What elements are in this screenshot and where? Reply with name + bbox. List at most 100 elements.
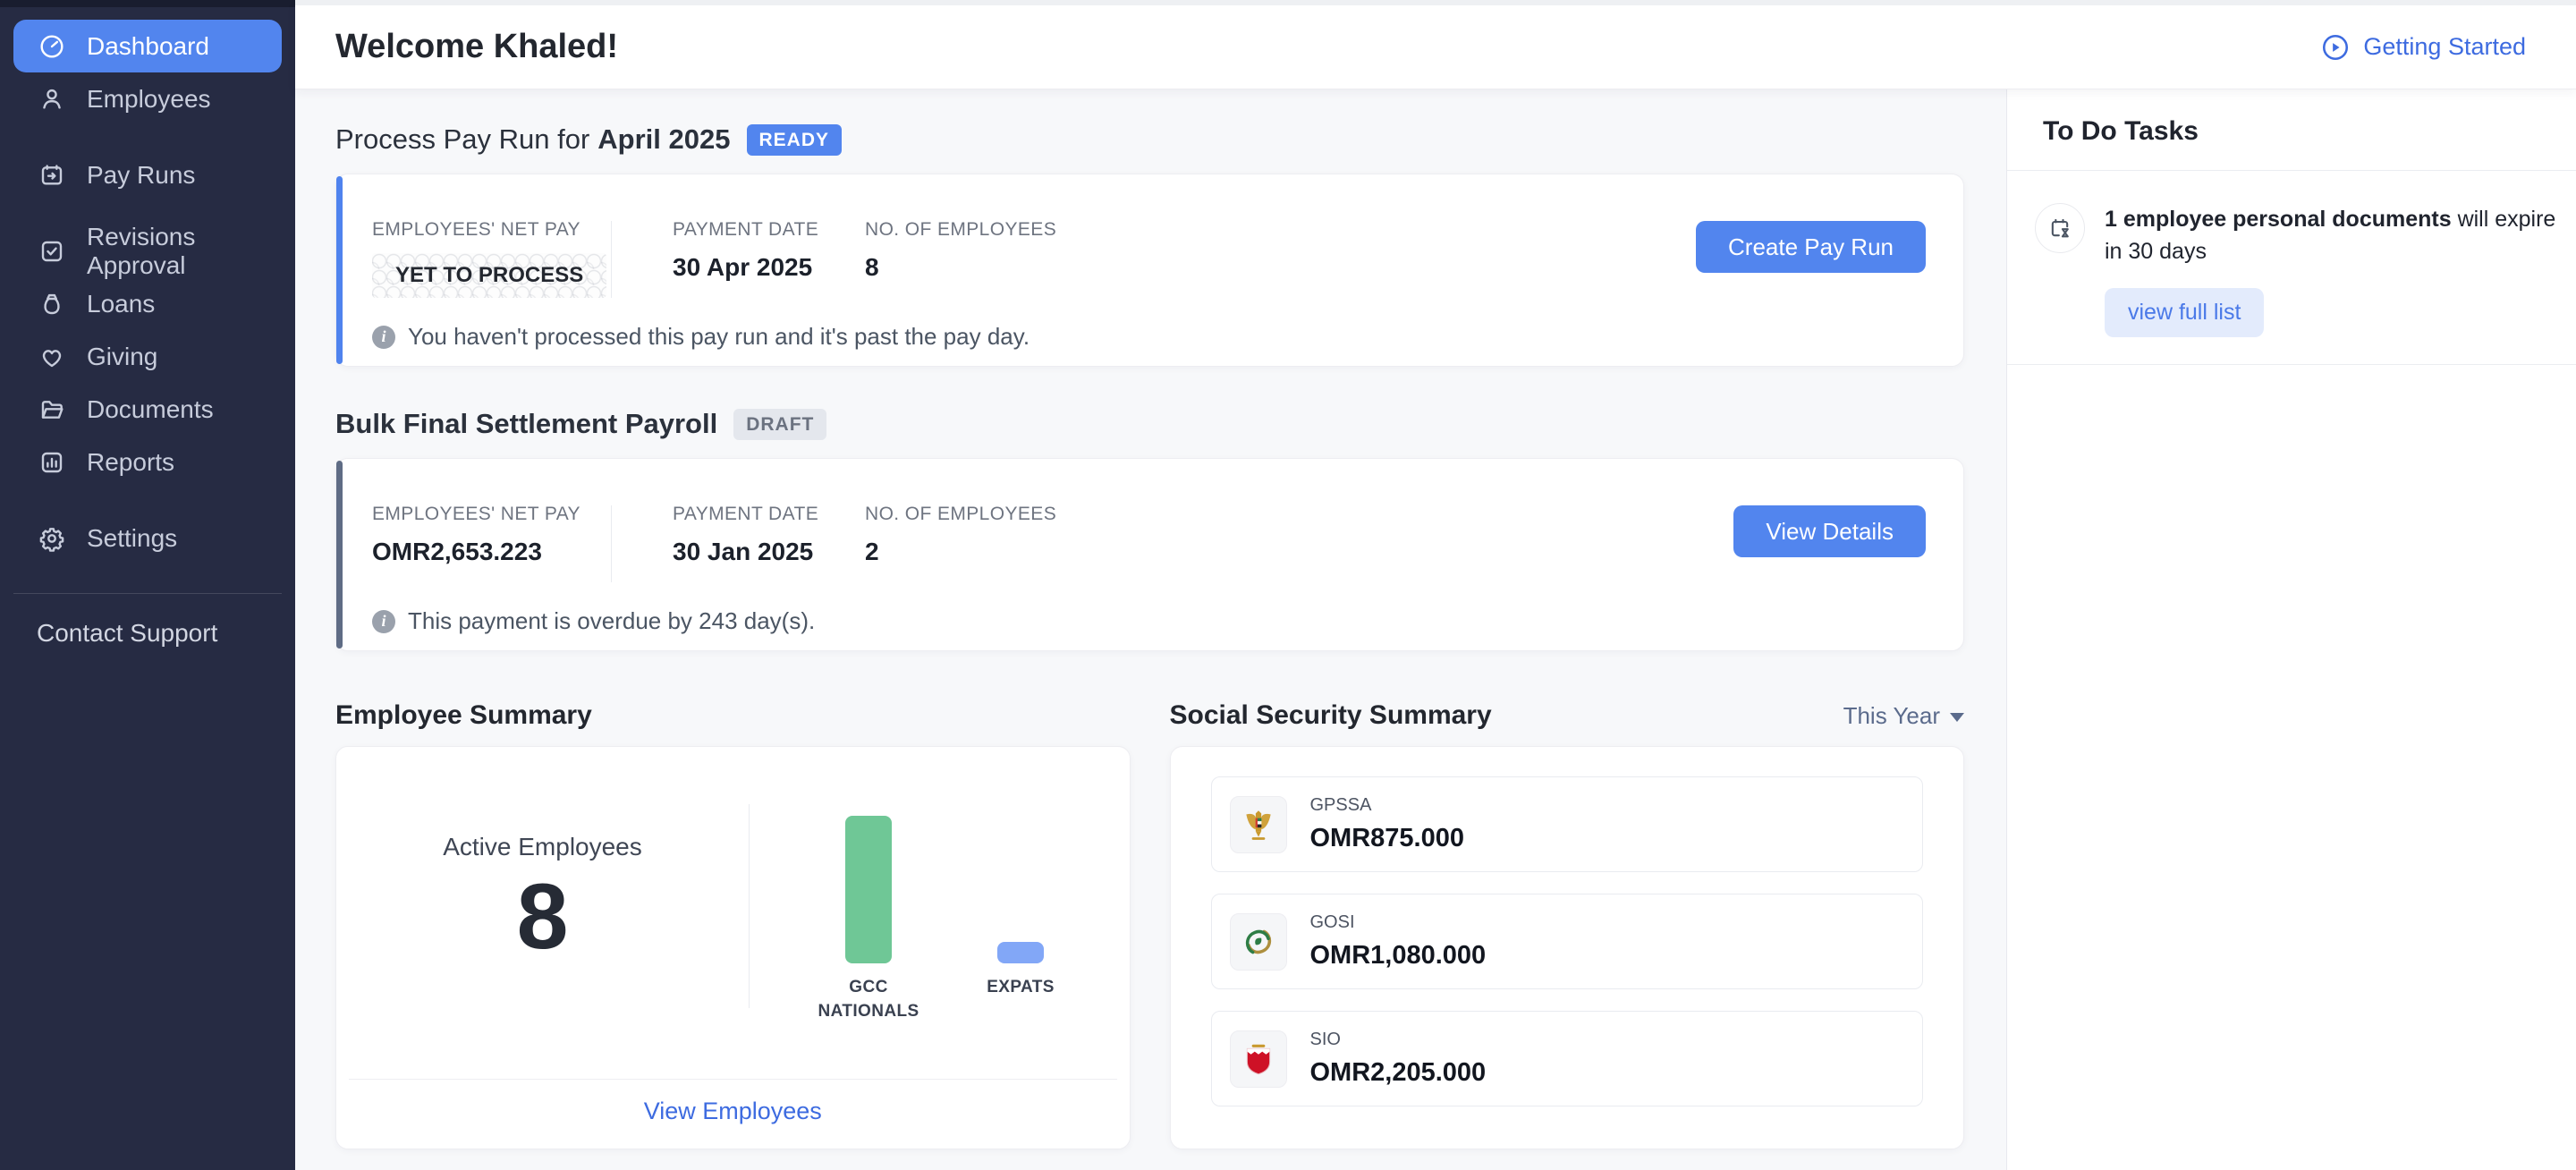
getting-started-label: Getting Started xyxy=(2363,33,2526,60)
todo-task-item: 1 employee personal documents will expir… xyxy=(2007,171,2576,365)
active-employees-label: Active Employees xyxy=(443,833,642,861)
sio-row[interactable]: SIO OMR2,205.000 xyxy=(1210,1011,1923,1106)
payment-date-value: 30 Jan 2025 xyxy=(673,538,814,565)
dashboard-gauge-icon xyxy=(37,31,67,62)
summary-row: Employee Summary Active Employees 8 GCC … xyxy=(335,698,1964,1149)
todo-task-rest: will expire in 30 days xyxy=(2105,207,2556,265)
pay-run-info-text: You haven't processed this pay run and i… xyxy=(408,323,1030,350)
sidebar-item-revisions-approval[interactable]: Revisions Approval xyxy=(13,222,282,279)
sidebar-item-pay-runs[interactable]: Pay Runs xyxy=(13,148,282,201)
settlement-columns: EMPLOYEES' NET PAY OMR2,653.223 PAYMENT … xyxy=(336,459,1963,582)
employee-count-column: NO. OF EMPLOYEES 2 xyxy=(865,504,1056,566)
sidebar-item-giving[interactable]: Giving xyxy=(13,330,282,383)
sidebar-item-reports[interactable]: Reports xyxy=(13,436,282,488)
payment-date-label: PAYMENT DATE xyxy=(673,504,819,524)
giving-heart-icon xyxy=(37,342,67,372)
employee-bar-chart: GCC NATIONALS EXPATS xyxy=(818,816,1070,1028)
gpssa-row[interactable]: GPSSA OMR875.000 xyxy=(1210,776,1923,872)
gcc-nationals-label: GCC NATIONALS xyxy=(818,978,919,1021)
social-security-card: GPSSA OMR875.000 xyxy=(1169,746,1964,1149)
this-year-dropdown[interactable]: This Year xyxy=(1843,702,1964,730)
employee-count-value: 8 xyxy=(865,253,879,281)
settlement-title: Bulk Final Settlement Payroll xyxy=(335,408,718,439)
create-pay-run-button[interactable]: Create Pay Run xyxy=(1696,221,1926,273)
calendar-expiry-icon xyxy=(2035,203,2085,253)
gpssa-info: GPSSA OMR875.000 xyxy=(1310,795,1465,853)
pay-run-title: Process Pay Run for xyxy=(335,123,590,155)
documents-folder-icon xyxy=(37,394,67,425)
todo-panel: To Do Tasks 1 employee personal document… xyxy=(2006,89,2576,1170)
gosi-amount: OMR1,080.000 xyxy=(1309,941,1487,970)
gosi-name: GOSI xyxy=(1309,912,1355,932)
this-year-label: This Year xyxy=(1843,701,1940,729)
pay-run-columns: EMPLOYEES' NET PAY YET TO PROCESS PAYMEN… xyxy=(336,174,1963,298)
gosi-info: GOSI OMR1,080.000 xyxy=(1310,912,1487,971)
employee-count-label: NO. OF EMPLOYEES xyxy=(865,504,1057,524)
net-pay-label: EMPLOYEES' NET PAY xyxy=(372,219,580,240)
gcc-nationals-bar xyxy=(845,816,892,963)
sio-info: SIO OMR2,205.000 xyxy=(1310,1030,1487,1088)
sidebar-item-documents[interactable]: Documents xyxy=(13,383,282,436)
active-employees-block: Active Employees 8 xyxy=(336,833,749,963)
net-pay-column: EMPLOYEES' NET PAY OMR2,653.223 xyxy=(372,504,611,566)
sidebar-item-label: Settings xyxy=(87,523,178,552)
sidebar-divider xyxy=(13,593,282,594)
sidebar-item-employees[interactable]: Employees xyxy=(13,72,282,125)
settlement-card: EMPLOYEES' NET PAY OMR2,653.223 PAYMENT … xyxy=(335,458,1964,651)
sidebar-item-label: Reports xyxy=(87,447,175,476)
gosi-row[interactable]: GOSI OMR1,080.000 xyxy=(1210,894,1923,989)
contact-support-link[interactable]: Contact Support xyxy=(37,619,218,647)
social-security-list: GPSSA OMR875.000 xyxy=(1171,747,1964,1106)
net-pay-value: YET TO PROCESS xyxy=(372,253,606,298)
employee-summary-title: Employee Summary xyxy=(335,700,592,730)
sidebar-item-settings[interactable]: Settings xyxy=(13,512,282,564)
employee-summary-card: Active Employees 8 GCC NATIONALS EXPATS xyxy=(335,746,1131,1149)
view-full-list-button[interactable]: view full list xyxy=(2105,287,2265,337)
expats-bar-group: EXPATS xyxy=(971,942,1070,1028)
page-title: Welcome Khaled! xyxy=(335,28,619,65)
info-icon xyxy=(372,325,395,349)
active-employees-count: 8 xyxy=(516,865,569,969)
social-security-section: Social Security Summary This Year xyxy=(1169,698,1964,1149)
employees-person-icon xyxy=(37,84,67,114)
column-divider xyxy=(611,505,612,582)
pay-run-info-row: You haven't processed this pay run and i… xyxy=(336,298,1963,351)
reports-bar-chart-icon xyxy=(37,447,67,478)
getting-started-link[interactable]: Getting Started xyxy=(2320,32,2526,63)
payment-date-column: PAYMENT DATE 30 Jan 2025 xyxy=(673,504,865,566)
todo-task-body: 1 employee personal documents will expir… xyxy=(2105,203,2563,337)
expats-label: EXPATS xyxy=(987,978,1055,996)
net-pay-value: OMR2,653.223 xyxy=(372,538,542,565)
gosi-emblem-icon xyxy=(1229,912,1287,971)
pay-run-period: April 2025 xyxy=(597,123,731,155)
sidebar-item-label: Pay Runs xyxy=(87,160,196,189)
payment-date-value: 30 Apr 2025 xyxy=(673,253,813,281)
pay-runs-calendar-icon xyxy=(37,160,67,191)
pay-run-card: EMPLOYEES' NET PAY YET TO PROCESS PAYMEN… xyxy=(335,174,1964,367)
sidebar-item-label: Dashboard xyxy=(87,31,209,60)
sidebar: Dashboard Employees Pay Runs Revisions A… xyxy=(0,0,295,1170)
info-icon xyxy=(372,609,395,633)
revisions-check-square-icon xyxy=(37,236,67,267)
employee-count-column: NO. OF EMPLOYEES 8 xyxy=(865,219,1056,282)
employee-summary-section: Employee Summary Active Employees 8 GCC … xyxy=(335,698,1131,1149)
column-divider xyxy=(611,221,612,298)
sidebar-item-dashboard[interactable]: Dashboard xyxy=(13,20,282,72)
settlement-section-heading: Bulk Final Settlement Payroll DRAFT xyxy=(335,408,1964,440)
view-details-button[interactable]: View Details xyxy=(1733,505,1926,557)
sidebar-nav: Dashboard Employees Pay Runs Revisions A… xyxy=(0,0,295,564)
settlement-info-text: This payment is overdue by 243 day(s). xyxy=(408,607,816,634)
ready-status-badge: READY xyxy=(746,123,843,156)
employee-card-hr xyxy=(349,1079,1117,1080)
todo-title: To Do Tasks xyxy=(2007,89,2576,171)
sidebar-item-label: Revisions Approval xyxy=(87,222,196,279)
pay-run-section-heading: Process Pay Run for April 2025 READY xyxy=(335,123,1964,156)
sidebar-item-loans[interactable]: Loans xyxy=(13,277,282,330)
view-employees-link[interactable]: View Employees xyxy=(643,1098,822,1124)
draft-status-badge: DRAFT xyxy=(733,408,827,440)
net-pay-column: EMPLOYEES' NET PAY YET TO PROCESS xyxy=(372,219,611,298)
caret-down-icon xyxy=(1950,712,1964,722)
play-circle-icon xyxy=(2323,34,2349,60)
gpssa-amount: OMR875.000 xyxy=(1309,824,1465,852)
